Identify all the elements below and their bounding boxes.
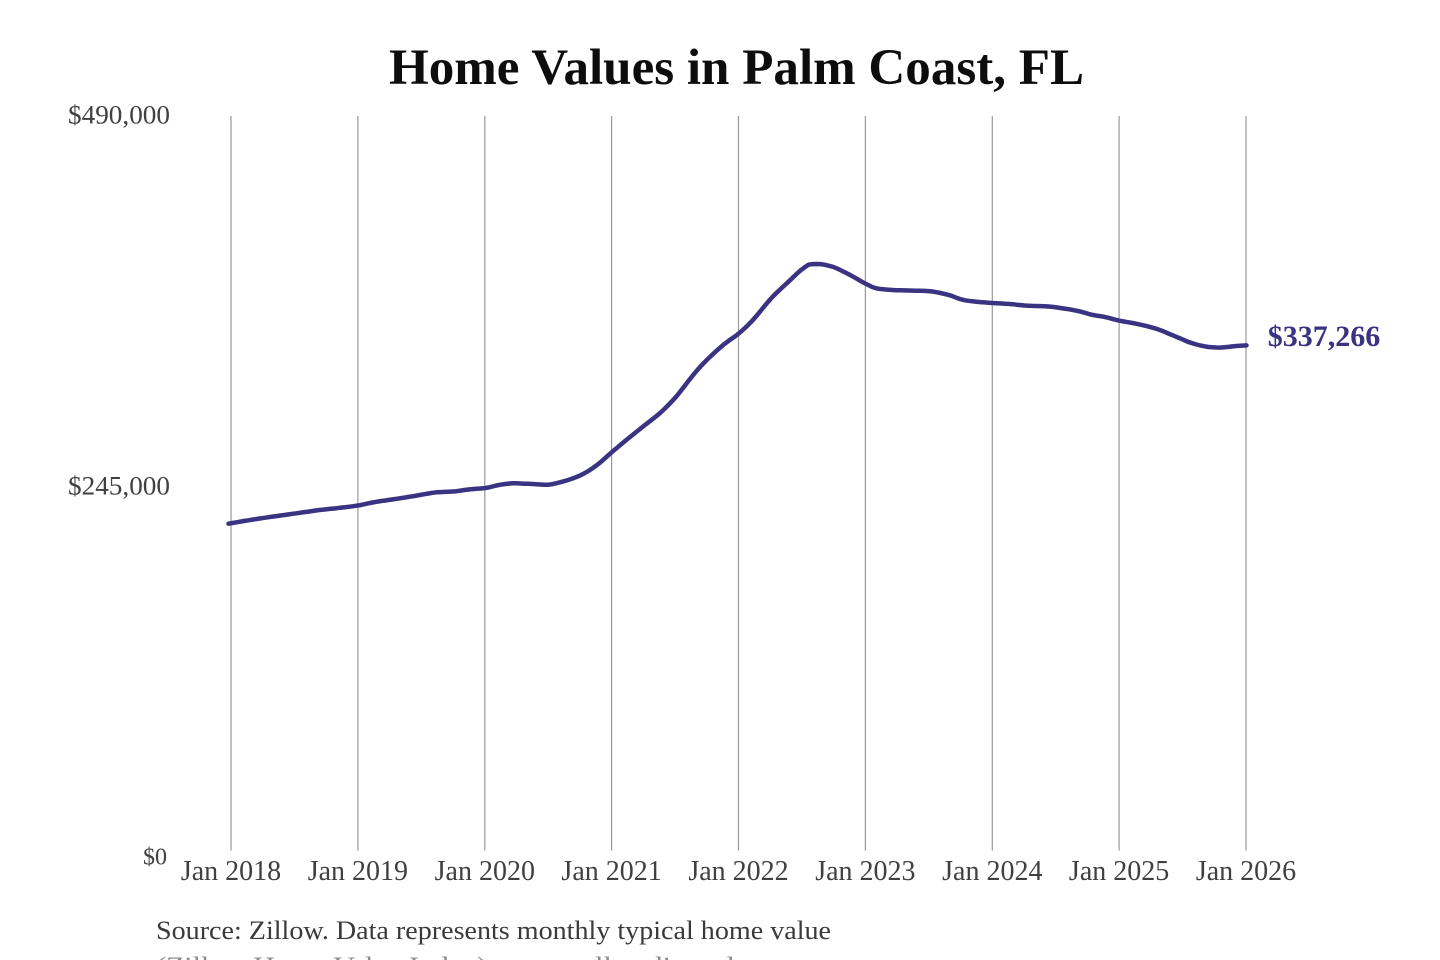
svg-text:Source: Zillow. Data represent: Source: Zillow. Data represents monthly … (156, 916, 831, 945)
svg-text:$245,000: $245,000 (68, 472, 170, 501)
svg-text:Jan 2023: Jan 2023 (815, 856, 915, 887)
svg-text:Jan 2020: Jan 2020 (435, 856, 535, 887)
svg-text:Jan 2026: Jan 2026 (1196, 856, 1296, 887)
svg-text:(Zillow Home Value Index), sea: (Zillow Home Value Index), seasonally ad… (156, 952, 734, 960)
svg-text:Jan 2019: Jan 2019 (308, 856, 408, 887)
svg-text:Jan 2024: Jan 2024 (942, 856, 1042, 887)
svg-text:$337,266: $337,266 (1268, 320, 1381, 353)
svg-text:Jan 2025: Jan 2025 (1069, 856, 1169, 887)
svg-text:Home Values in Palm Coast, FL: Home Values in Palm Coast, FL (389, 40, 1084, 96)
svg-text:Jan 2022: Jan 2022 (688, 856, 788, 887)
svg-text:$0: $0 (143, 845, 167, 871)
svg-text:Jan 2021: Jan 2021 (561, 856, 661, 887)
svg-text:Jan 2018: Jan 2018 (181, 856, 281, 887)
svg-text:$490,000: $490,000 (68, 101, 170, 130)
